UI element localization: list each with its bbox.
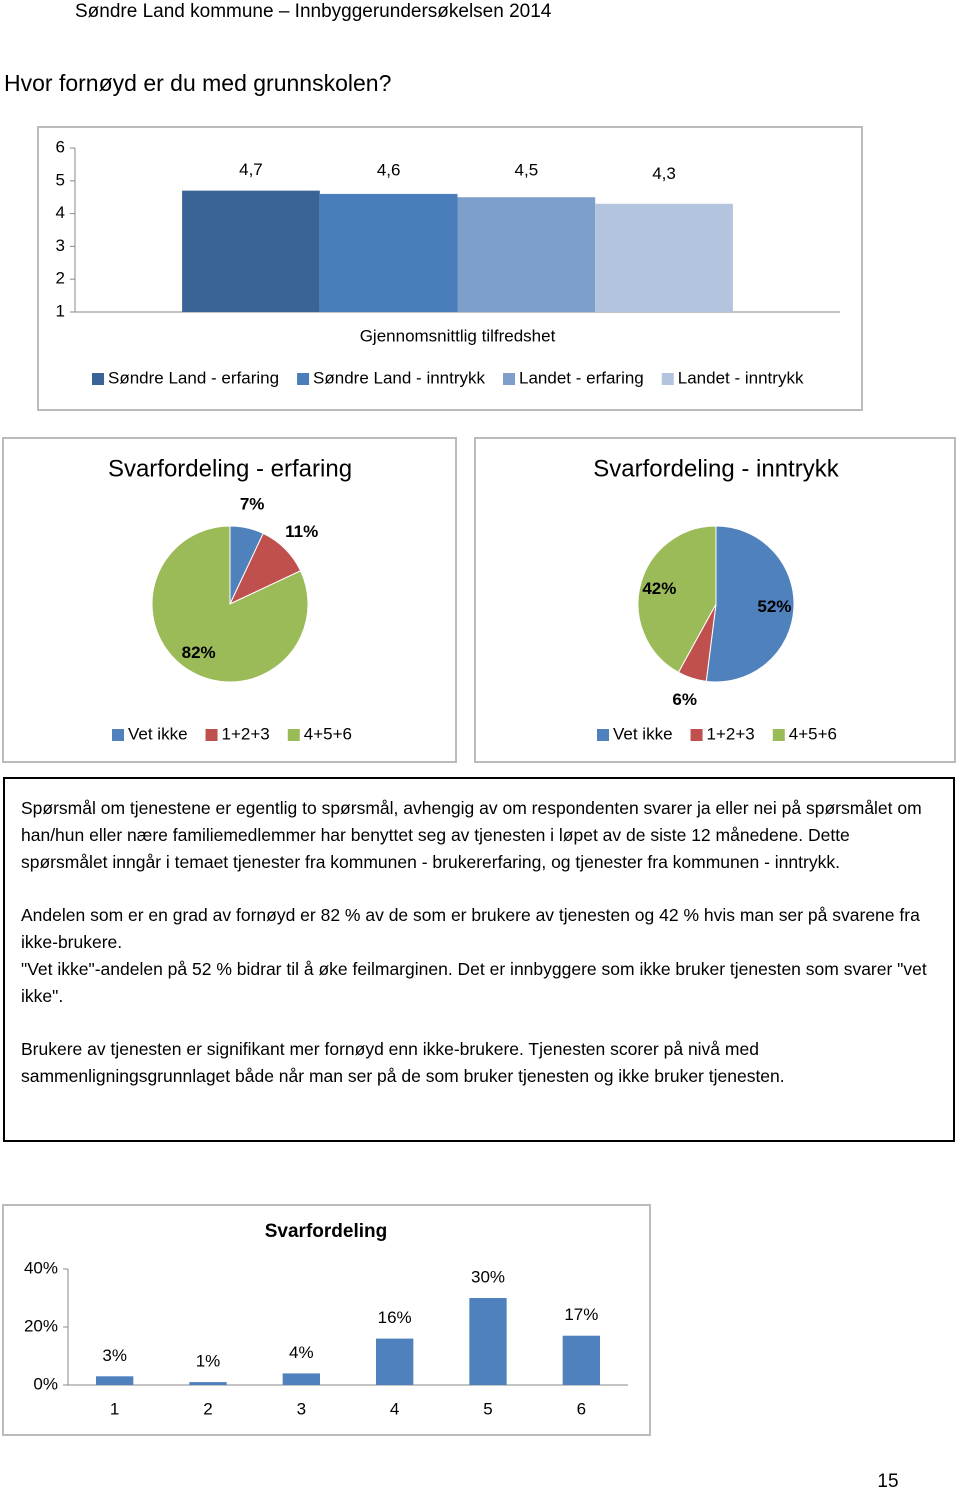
y-tick-label: 2: [56, 269, 65, 288]
legend-swatch: [503, 373, 516, 385]
legend-label: Landet - erfaring: [519, 368, 644, 387]
legend-swatch: [205, 729, 218, 741]
bar: [96, 1376, 134, 1385]
legend-label: 4+5+6: [304, 724, 352, 743]
legend-label: 4+5+6: [789, 724, 837, 743]
bar: [376, 1338, 414, 1385]
bar: [319, 193, 458, 312]
chart-title: Svarfordeling - inntrykk: [593, 455, 839, 482]
paragraph: "Vet ikke"-andelen på 52 % bidrar til å …: [21, 959, 927, 1006]
bar: [469, 1298, 507, 1385]
y-tick-label: 40%: [24, 1258, 58, 1277]
y-tick-label: 20%: [24, 1316, 58, 1335]
value-label: 4,3: [652, 164, 676, 183]
value-label: 7%: [240, 495, 265, 514]
y-tick-label: 0%: [33, 1374, 58, 1393]
legend-label: Søndre Land - inntrykk: [313, 368, 485, 387]
text-box: Spørsmål om tjenestene er egentlig to sp…: [3, 777, 955, 1142]
value-label: 42%: [642, 579, 676, 598]
legend-swatch: [772, 729, 785, 741]
legend-label: Landet - inntrykk: [678, 368, 804, 387]
x-tick-label: 2: [203, 1399, 212, 1418]
x-tick-label: 1: [110, 1399, 119, 1418]
legend-swatch: [597, 729, 609, 741]
legend-swatch: [690, 729, 703, 741]
bar: [182, 190, 320, 312]
legend-swatch: [92, 373, 104, 385]
bar: [282, 1373, 320, 1385]
x-tick-label: 6: [577, 1399, 586, 1418]
legend-label: Søndre Land - erfaring: [108, 368, 279, 387]
bar: [457, 197, 596, 312]
x-tick-label: Gjennomsnittlig tilfredshet: [360, 326, 556, 345]
x-tick-label: 4: [390, 1399, 399, 1418]
value-label: 30%: [471, 1267, 505, 1286]
legend-label: 1+2+3: [222, 724, 270, 743]
y-tick-label: 6: [56, 137, 65, 156]
bar: [595, 203, 733, 312]
legend-swatch: [287, 729, 300, 741]
value-label: 3%: [102, 1346, 127, 1365]
bar: [562, 1335, 600, 1385]
value-label: 4%: [289, 1343, 314, 1362]
x-tick-label: 5: [483, 1399, 492, 1418]
legend-label: Vet ikke: [613, 724, 673, 743]
question-heading: Hvor fornøyd er du med grunnskolen?: [4, 70, 391, 96]
value-label: 16%: [378, 1308, 412, 1327]
y-tick-label: 4: [56, 203, 65, 222]
paragraph: Andelen som er en grad av fornøyd er 82 …: [21, 905, 920, 952]
chart-title: Svarfordeling: [265, 1221, 387, 1242]
page-header: Søndre Land kommune – Innbyggerundersøke…: [75, 1, 552, 22]
legend-swatch: [297, 373, 310, 385]
value-label: 17%: [564, 1305, 598, 1324]
value-label: 6%: [672, 690, 697, 709]
bar: [189, 1382, 227, 1385]
y-tick-label: 3: [56, 236, 65, 255]
chart-frame: [2, 1204, 651, 1436]
paragraph: Spørsmål om tjenestene er egentlig to sp…: [21, 798, 922, 872]
value-label: 4,6: [377, 160, 401, 179]
pie-slice: [705, 525, 795, 683]
value-label: 82%: [182, 643, 216, 662]
y-tick-label: 5: [56, 170, 65, 189]
legend-label: Vet ikke: [128, 724, 188, 743]
legend-swatch: [661, 373, 674, 385]
pie-slice: [151, 525, 309, 683]
value-label: 4,7: [239, 160, 263, 179]
legend-label: 1+2+3: [707, 724, 755, 743]
page-number: 15: [877, 1471, 898, 1491]
value-label: 52%: [757, 597, 791, 616]
value-label: 4,5: [515, 161, 539, 180]
paragraph: Brukere av tjenesten er signifikant mer …: [21, 1039, 785, 1086]
value-label: 1%: [196, 1352, 221, 1371]
legend-swatch: [112, 729, 124, 741]
y-tick-label: 1: [56, 301, 65, 320]
x-tick-label: 3: [297, 1399, 306, 1418]
chart-title: Svarfordeling - erfaring: [108, 455, 352, 482]
pie-slice: [637, 525, 717, 674]
value-label: 11%: [285, 522, 318, 541]
